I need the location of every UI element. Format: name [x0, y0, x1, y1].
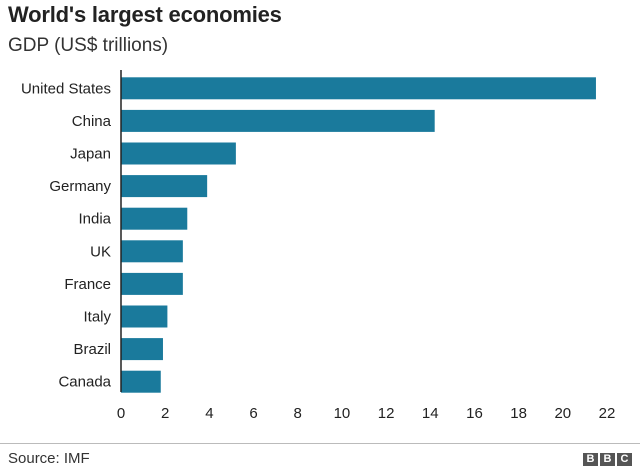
- source-note: Source: IMF: [8, 450, 90, 467]
- x-tick-label: 14: [422, 405, 439, 422]
- bar: [121, 142, 236, 165]
- bar-chart: United States China Japan Germany India UK Fra…: [21, 70, 616, 422]
- bar: [121, 175, 208, 198]
- category-label: Canada: [58, 374, 111, 391]
- category-label: France: [64, 276, 111, 293]
- category-label: Germany: [49, 178, 111, 195]
- category-label: United States: [21, 80, 111, 97]
- category-label: India: [78, 211, 111, 228]
- logo-letter: B: [583, 453, 598, 466]
- bar: [121, 207, 188, 230]
- bar: [121, 305, 168, 328]
- chart-title: World's largest economies: [8, 2, 282, 27]
- footer-divider: [0, 443, 640, 444]
- x-tick-label: 0: [117, 405, 125, 422]
- category-label: China: [72, 113, 112, 130]
- x-tick-label: 10: [334, 405, 351, 422]
- x-tick-label: 12: [378, 405, 395, 422]
- x-tick-label: 20: [554, 405, 571, 422]
- logo-letter: B: [600, 453, 615, 466]
- category-label: Brazil: [73, 341, 111, 358]
- x-tick-label: 6: [249, 405, 257, 422]
- category-label: UK: [90, 243, 111, 260]
- x-tick-label: 16: [466, 405, 483, 422]
- chart-subtitle: GDP (US$ trillions): [8, 35, 169, 56]
- logo-letter: C: [617, 453, 632, 466]
- bar: [121, 109, 435, 132]
- x-tick-label: 8: [294, 405, 302, 422]
- x-tick-label: 2: [161, 405, 169, 422]
- bar: [121, 272, 183, 295]
- x-tick-label: 4: [205, 405, 213, 422]
- bar: [121, 338, 163, 361]
- bar: [121, 370, 161, 393]
- x-tick-label: 18: [510, 405, 527, 422]
- bar: [121, 240, 183, 263]
- bar: [121, 77, 596, 100]
- bbc-logo: B B C: [583, 453, 632, 466]
- category-label: Italy: [83, 309, 111, 326]
- category-label: Japan: [70, 146, 111, 163]
- x-tick-label: 22: [599, 405, 616, 422]
